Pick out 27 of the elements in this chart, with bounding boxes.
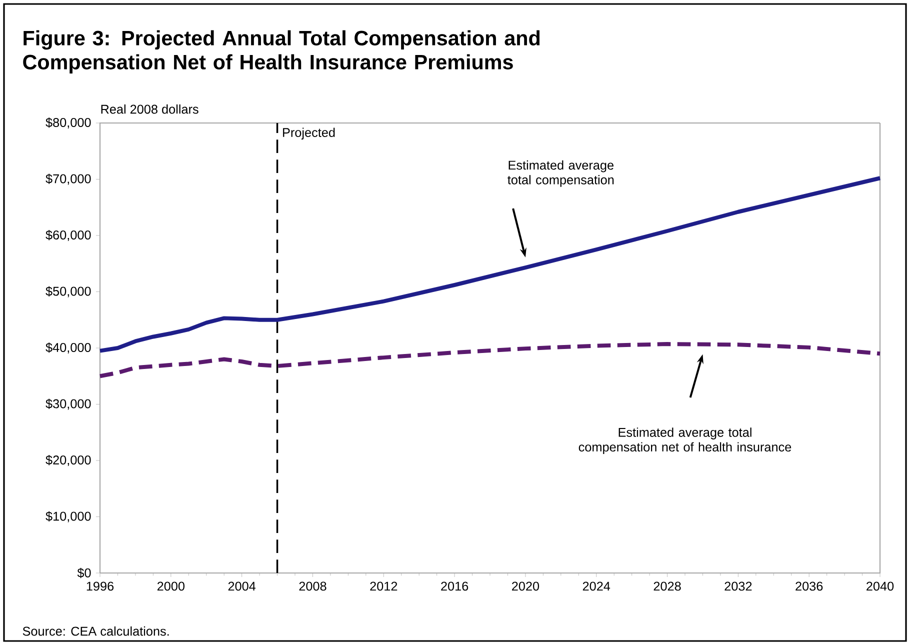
y-tick-label: $50,000 <box>46 286 91 298</box>
y-tick-label: $70,000 <box>46 174 91 185</box>
x-tick-label: 2020 <box>512 582 540 591</box>
x-tick-label: 2008 <box>299 582 326 591</box>
annotation: Estimated average total compensation net of health insurance <box>578 428 792 454</box>
ref-line-label: Projected <box>283 128 335 140</box>
y-tick-label: $30,000 <box>46 398 91 410</box>
y-tick-label: $10,000 <box>46 511 91 522</box>
x-tick-label: 2032 <box>724 582 752 591</box>
source-note: Source: CEA calculations. <box>22 626 169 636</box>
x-tick-label: 2028 <box>654 582 681 591</box>
x-tick-label: 2000 <box>157 582 184 591</box>
chart-title: Figure 3: Projected Annual Total Compensation and Compensation Net of Health Insurance Premiums <box>23 30 540 74</box>
x-tick-label: 2012 <box>370 582 398 591</box>
x-tick-label: 2040 <box>866 582 894 591</box>
y-axis-title: Real 2008 dollars <box>101 104 198 114</box>
x-tick-label: 2024 <box>582 582 610 591</box>
x-tick-label: 2036 <box>796 582 823 591</box>
x-tick-label: 2004 <box>228 582 256 591</box>
x-tick-label: 1996 <box>86 582 114 591</box>
y-tick-label: $60,000 <box>46 230 91 242</box>
y-tick-label: $20,000 <box>46 454 91 466</box>
y-tick-label: $0 <box>77 568 91 578</box>
y-tick-label: $80,000 <box>46 117 91 129</box>
y-tick-label: $40,000 <box>46 342 91 354</box>
x-tick-label: 2016 <box>441 582 468 591</box>
annotation: Estimated average total compensation <box>508 160 614 187</box>
